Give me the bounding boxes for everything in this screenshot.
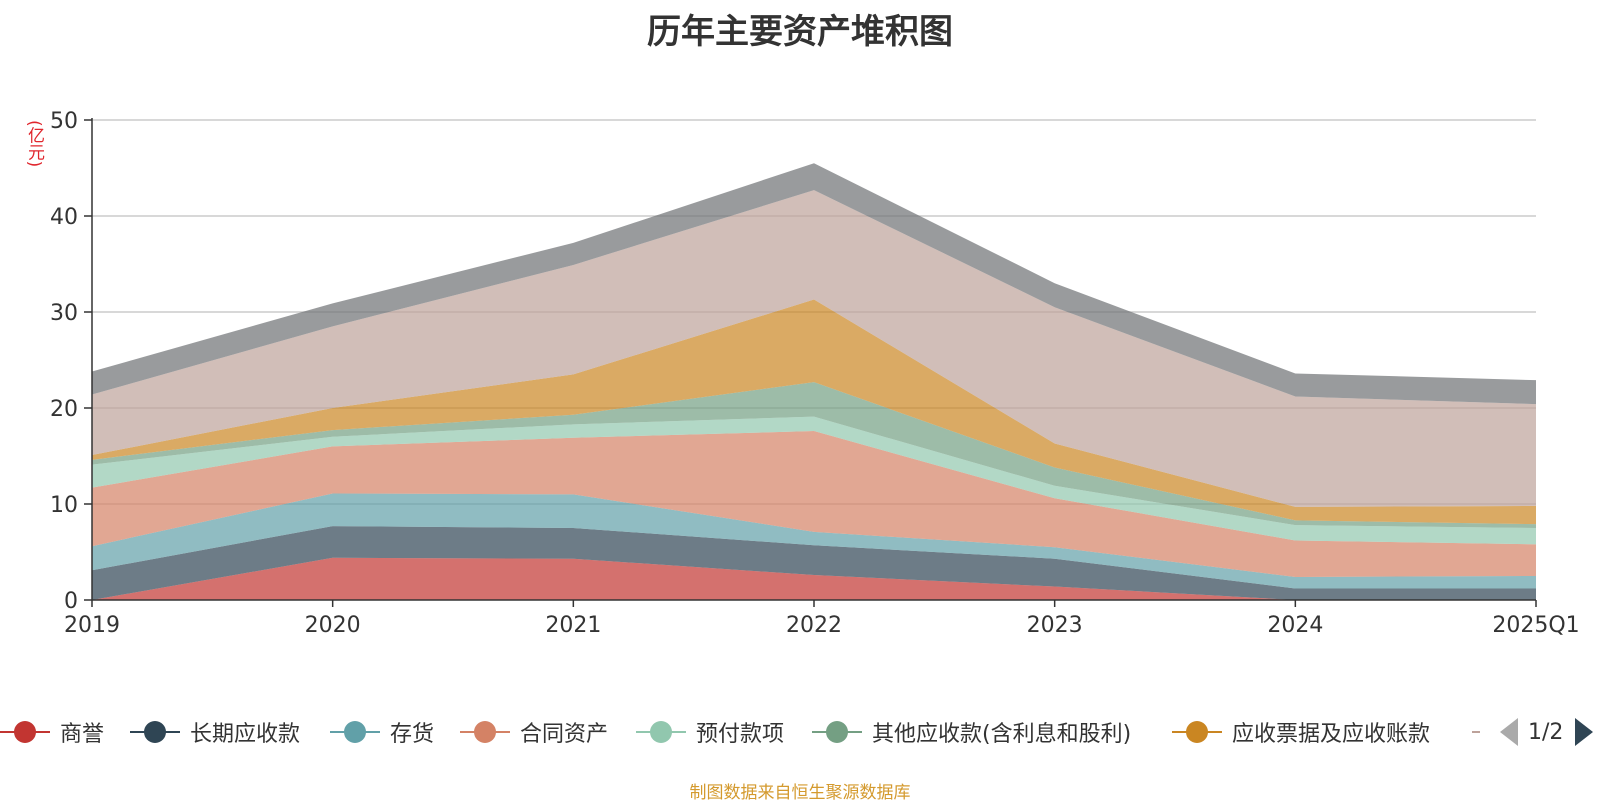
legend-overflow-marker [1472,731,1480,733]
legend-pager: 1/2 [1500,714,1594,750]
legend-item[interactable]: 应收票据及应收账款 [1172,712,1430,752]
area-series-3[interactable] [92,431,1536,577]
x-tick-label: 2019 [64,613,120,638]
legend-item[interactable]: 预付款项 [636,712,784,752]
area-series-7[interactable] [92,190,1536,507]
y-tick-label: 10 [50,493,78,518]
area-series-0[interactable] [92,557,1536,600]
legend-prev-page-arrow-icon[interactable] [1500,718,1518,746]
area-series-8[interactable] [92,163,1536,405]
legend-marker-icon [460,720,510,744]
area-series-2[interactable] [92,493,1536,589]
legend: 商誉 长期应收款 存货 合同资产 预付款项 其他应收款(含利息和股利) 应收票据及应收账款 [0,712,1600,752]
legend-item[interactable]: 长期应收款 [130,712,300,752]
y-tick-label: 0 [64,589,78,614]
legend-label: 应收票据及应收账款 [1232,722,1431,747]
y-tick-label: 40 [50,205,78,230]
legend-label: 商誉 [60,722,105,747]
legend-marker-icon [812,720,862,744]
x-tick-label: 2021 [545,613,601,638]
stacked-area-chart: 0 10 20 30 40 50 2019 2020 2021 2022 2023 2024 2025Q… [50,109,1580,638]
legend-label: 存货 [390,722,435,747]
x-tick-label: 2025Q1 [1492,613,1579,638]
legend-marker-icon [130,720,180,744]
x-tick-label: 2020 [305,613,361,638]
legend-item[interactable]: 商誉 [0,712,104,752]
area-series-6[interactable] [92,299,1536,525]
legend-label: 其他应收款(含利息和股利) [872,722,1132,747]
legend-item[interactable]: 合同资产 [460,712,608,752]
source-note: 制图数据来自恒生聚源数据库 [689,783,911,803]
legend-label: 合同资产 [520,722,609,747]
axes [84,118,1537,607]
y-tick-label: 30 [50,301,78,326]
x-tick-label: 2024 [1267,613,1323,638]
area-series-5[interactable] [92,382,1536,528]
chart-title: 历年主要资产堆积图 [647,12,953,52]
x-tick-label: 2022 [786,613,842,638]
y-tick-label: 20 [50,397,78,422]
legend-marker-icon [0,720,50,744]
legend-label: 预付款项 [696,722,785,747]
legend-item[interactable]: 其他应收款(含利息和股利) [812,712,1131,752]
legend-marker-icon [636,720,686,744]
legend-marker-icon [1172,720,1222,744]
area-series-1[interactable] [92,526,1536,600]
legend-next-page-arrow-icon[interactable] [1575,718,1594,746]
y-axis-unit-label: (亿元) [24,120,44,168]
y-tick-label: 50 [50,109,78,134]
area-series [92,163,1536,600]
tick-labels: 0 10 20 30 40 50 2019 2020 2021 2022 2023 2024 2025Q… [50,109,1580,638]
area-series-4[interactable] [92,416,1536,545]
legend-page-indicator: 1/2 [1528,719,1564,745]
x-tick-label: 2023 [1027,613,1083,638]
legend-marker-icon [330,720,380,744]
legend-item[interactable]: 存货 [330,712,434,752]
legend-label: 长期应收款 [190,722,301,747]
